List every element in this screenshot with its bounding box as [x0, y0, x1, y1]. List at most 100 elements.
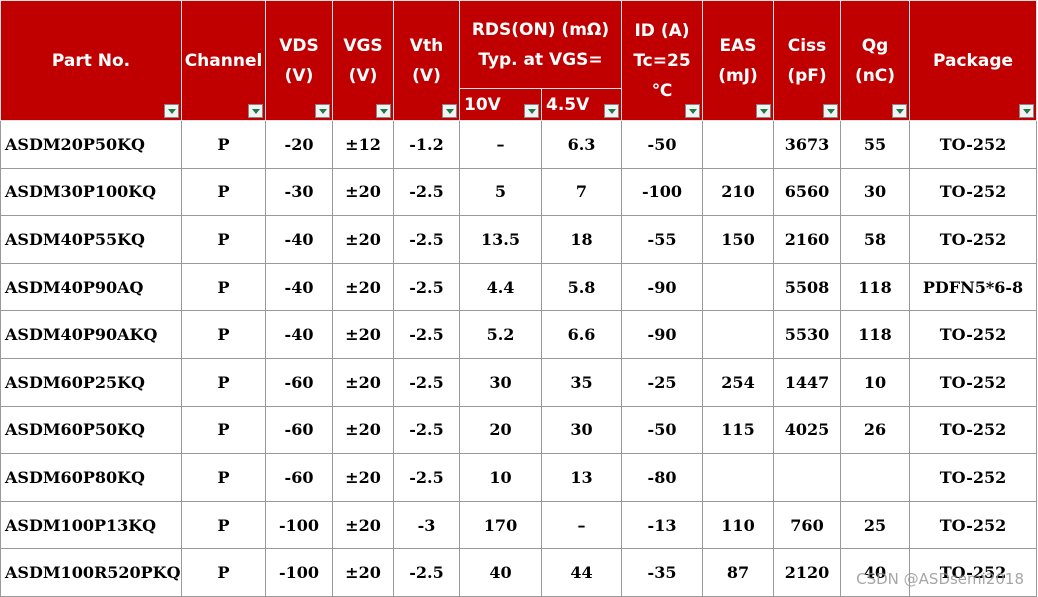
- header-cell: Channel: [181, 0, 266, 121]
- table-cell: PDFN5*6-8: [909, 262, 1037, 312]
- table-cell: 40: [840, 548, 910, 597]
- table-row: ASDM20P50KQ P -20 ±12 -1.2–6.3 -50 3673 55 TO-25…: [0, 120, 1037, 169]
- filter-button[interactable]: [248, 104, 263, 118]
- table-cell: 44: [541, 548, 622, 597]
- table-cell: -90: [621, 262, 703, 312]
- filter-button[interactable]: [315, 104, 330, 118]
- table-cell: [840, 453, 910, 502]
- table-cell: -35: [621, 548, 703, 597]
- table-cell: -100: [265, 548, 333, 597]
- table-cell: –: [459, 120, 542, 169]
- table-cell: 10: [459, 453, 542, 502]
- table-cell: 26: [840, 405, 910, 455]
- header-cell: ID (A) Tc=25 ℃: [621, 0, 703, 121]
- table-cell: 5: [459, 167, 542, 217]
- table-cell: 87: [702, 548, 774, 597]
- table-cell: -13: [621, 500, 703, 550]
- table-cell: -2.5: [393, 167, 460, 217]
- table-cell: 3673: [773, 120, 841, 169]
- table-cell: ±20: [332, 310, 394, 359]
- table-cell: ±12: [332, 120, 394, 169]
- table-cell: ASDM40P90AKQ: [0, 310, 182, 359]
- table-cell: 210: [702, 167, 774, 217]
- table-row: ASDM60P25KQ P -60 ±20 -2.5 30 35 -25 254 1447 10 TO…: [0, 357, 1037, 407]
- header-cell: Qg (nC): [840, 0, 910, 121]
- header-cell: Ciss (pF): [773, 0, 841, 121]
- table-cell: 6.3: [541, 120, 622, 169]
- table-cell: -50: [621, 120, 703, 169]
- table-cell: TO-252: [909, 167, 1037, 217]
- table-cell: -3: [393, 500, 460, 550]
- table-cell: P: [181, 310, 266, 359]
- table-cell: -2.5: [393, 453, 460, 502]
- table-cell: 30: [459, 357, 542, 407]
- header-cell: Vth (V): [393, 0, 460, 121]
- table-cell: ASDM40P55KQ: [0, 215, 182, 264]
- table-cell: TO-252: [909, 500, 1037, 550]
- table-cell: -20: [265, 120, 333, 169]
- table-cell: -40: [265, 310, 333, 359]
- table-cell: 254: [702, 357, 774, 407]
- table-cell: P: [181, 405, 266, 455]
- table-cell: -50: [621, 405, 703, 455]
- table-cell: [702, 453, 774, 502]
- table-cell: [702, 262, 774, 312]
- table-cell: ±20: [332, 357, 394, 407]
- table-cell: TO-252: [909, 120, 1037, 169]
- table-cell: P: [181, 120, 266, 169]
- table-row: ASDM100R520PKQ P -100 ±20 -2.5 40 44 -35 87 2120 4…: [0, 548, 1037, 597]
- table-cell: 10: [840, 357, 910, 407]
- table-cell: ASDM100P13KQ: [0, 500, 182, 550]
- table-cell: 760: [773, 500, 841, 550]
- filter-button[interactable]: [685, 104, 700, 118]
- table-cell: 5.8: [541, 262, 622, 312]
- table-row: ASDM100P13KQ P -100 ±20 -3 170– -13 110 760 25 TO-…: [0, 500, 1037, 550]
- table-cell: ASDM60P25KQ: [0, 357, 182, 407]
- table-cell: 150: [702, 215, 774, 264]
- filter-button[interactable]: [1019, 104, 1034, 118]
- watermark: CSDN @ASDsemi2018: [856, 570, 1024, 588]
- table-cell: P: [181, 500, 266, 550]
- header-cell: VGS (V): [332, 0, 394, 121]
- filter-button[interactable]: [442, 104, 457, 118]
- header-cell: RDS(ON) (mΩ) Typ. at VGS=: [459, 0, 622, 89]
- table-cell: TO-252: [909, 548, 1037, 597]
- table-cell: -60: [265, 357, 333, 407]
- table-cell: 170: [459, 500, 542, 550]
- table-cell: ±20: [332, 215, 394, 264]
- table-cell: ASDM60P50KQ: [0, 405, 182, 455]
- subheader-row: 10V 4.5V: [1, 88, 1037, 121]
- table-cell: -1.2: [393, 120, 460, 169]
- table-cell: 30: [840, 167, 910, 217]
- table-cell: ±20: [332, 405, 394, 455]
- table-cell: 6560: [773, 167, 841, 217]
- table-cell: P: [181, 548, 266, 597]
- filter-button[interactable]: [604, 104, 619, 118]
- table-cell: 118: [840, 310, 910, 359]
- table-cell: [702, 120, 774, 169]
- table-cell: 35: [541, 357, 622, 407]
- filter-button[interactable]: [524, 104, 539, 118]
- filter-button[interactable]: [892, 104, 907, 118]
- filter-button[interactable]: [823, 104, 838, 118]
- table-cell: TO-252: [909, 453, 1037, 502]
- table-cell: 13.5: [459, 215, 542, 264]
- header-cell: VDS (V): [265, 0, 333, 121]
- table-cell: TO-252: [909, 357, 1037, 407]
- table-cell: 18: [541, 215, 622, 264]
- table-cell: ±20: [332, 548, 394, 597]
- filter-button[interactable]: [164, 104, 179, 118]
- filter-button[interactable]: [756, 104, 771, 118]
- table-cell: P: [181, 167, 266, 217]
- filter-button[interactable]: [376, 104, 391, 118]
- table-cell: 30: [541, 405, 622, 455]
- table-cell: -2.5: [393, 405, 460, 455]
- table-row: ASDM30P100KQ P -30 ±20 -2.5 5 7 -100 210 6560 30 TO…: [0, 167, 1037, 217]
- subheader-cell: 4.5V: [541, 88, 622, 121]
- table-cell: ASDM60P80KQ: [0, 453, 182, 502]
- table-header: Part No. Channel VDS (V) VGS (V) Vth (V) RDS(…: [0, 0, 1037, 121]
- table-cell: TO-252: [909, 405, 1037, 455]
- table-row: ASDM40P90AKQ P -40 ±20 -2.5 5.2 6.6 -90 5530 118 T…: [0, 310, 1037, 359]
